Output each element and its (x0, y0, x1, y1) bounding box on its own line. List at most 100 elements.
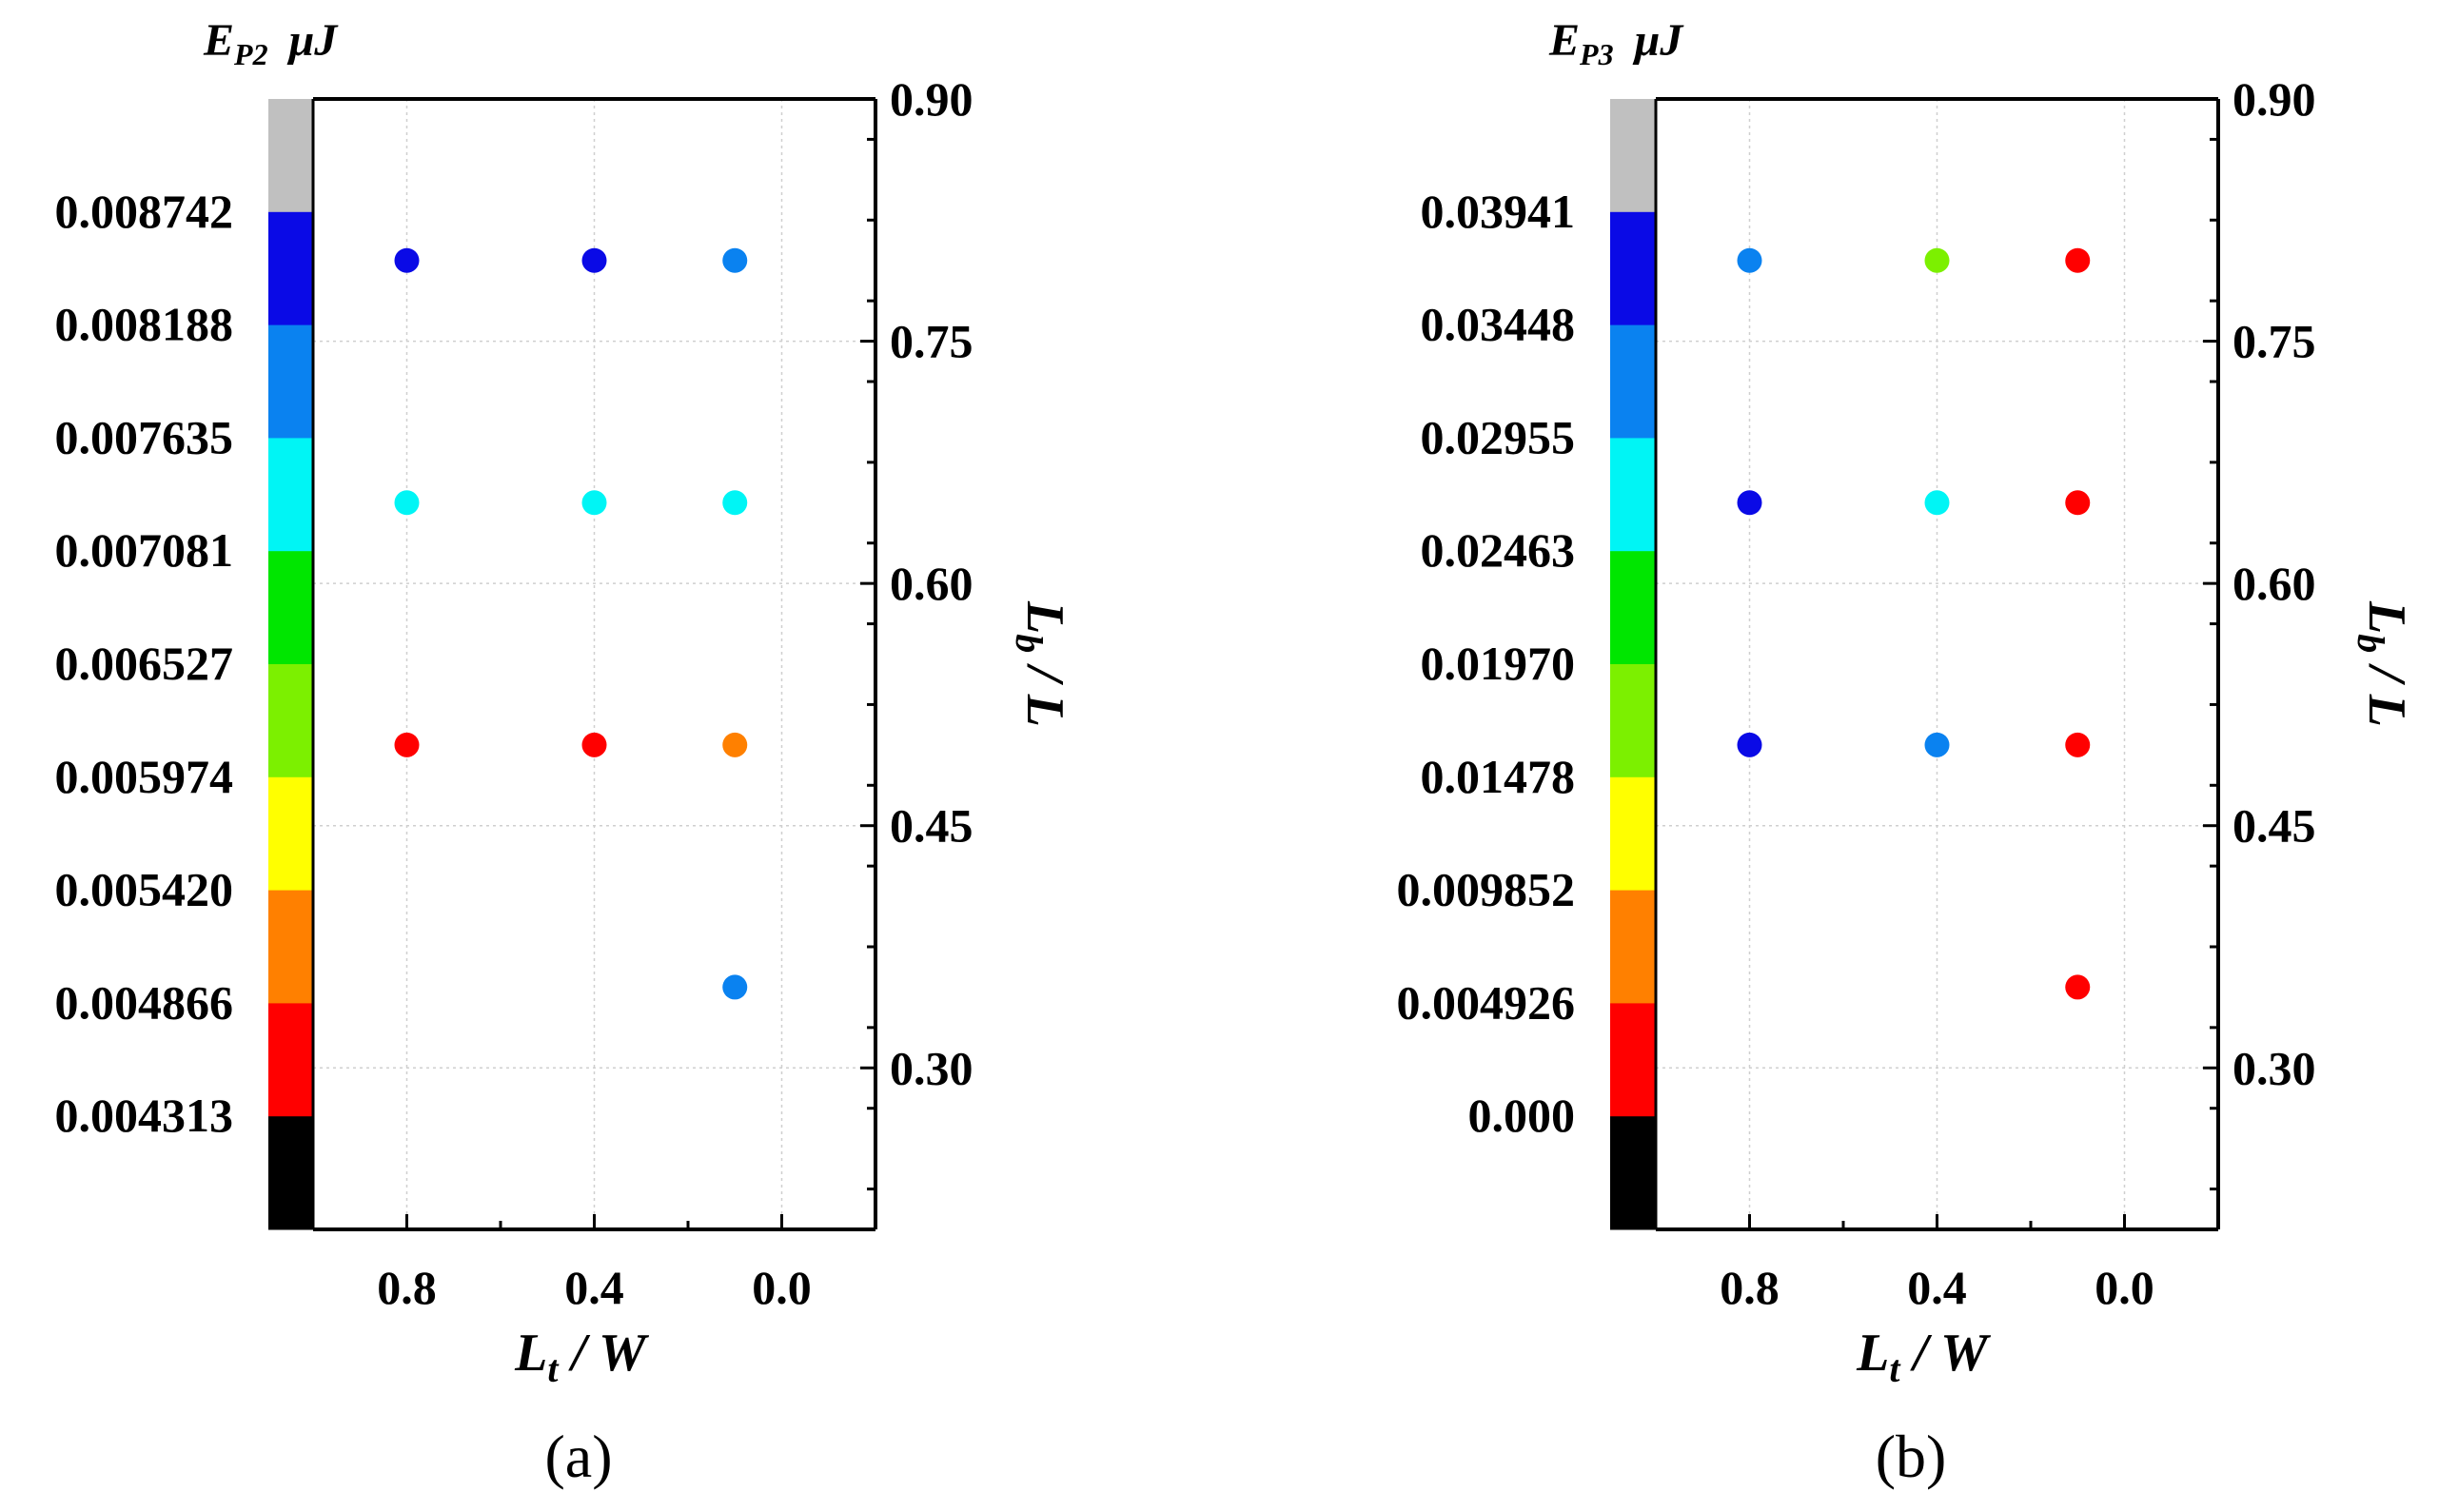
colorbar-label: 0.007081 (55, 523, 234, 577)
colorbar-segment (268, 324, 313, 439)
colorbar-label: 0.007635 (55, 410, 234, 463)
colorbar-title-base: E (203, 15, 234, 66)
y-tick-label: 0.75 (890, 315, 974, 368)
panel-label: (a) (544, 1423, 612, 1490)
y-axis-title-rest: / L (2357, 653, 2416, 727)
colorbar-label: 0.02463 (1421, 523, 1576, 577)
colorbar-segment (268, 776, 313, 892)
data-point (1737, 247, 1762, 273)
colorbar-label: 0.03941 (1421, 185, 1576, 238)
x-tick-label: 0.4 (564, 1261, 624, 1314)
colorbar-segment (1610, 324, 1656, 439)
data-point (1924, 247, 1950, 273)
colorbar-label: 0.004866 (55, 975, 234, 1029)
x-tick-label: 0.0 (752, 1261, 812, 1314)
colorbar-segment (1610, 1003, 1656, 1117)
data-point (581, 247, 607, 273)
colorbar-segment (1610, 776, 1656, 892)
x-axis-title: Lt / W (514, 1324, 650, 1390)
colorbar-segment (1610, 890, 1656, 1004)
colorbar-segment (1610, 551, 1656, 665)
colorbar-title: EP2 μJ (203, 15, 339, 71)
y-tick-label: 0.90 (890, 72, 974, 126)
colorbar-title-unit: μJ (286, 15, 340, 66)
colorbar-title: EP3 μJ (1548, 15, 1684, 71)
y-axis-title: Lb / L (1008, 600, 1074, 727)
data-point (2065, 490, 2091, 516)
data-point (581, 490, 607, 516)
data-point (722, 247, 748, 273)
colorbar-label: 0.004313 (55, 1089, 234, 1142)
colorbar-segment (268, 1116, 313, 1230)
x-axis-title-base: L (514, 1324, 547, 1383)
colorbar-segment (268, 1003, 313, 1117)
x-tick-label: 0.4 (1907, 1261, 1967, 1314)
y-tick-label: 0.60 (890, 557, 974, 610)
x-axis-title-rest: / W (559, 1324, 651, 1383)
x-axis-title-rest: / W (1900, 1324, 1993, 1383)
colorbar-title-sub: P2 (233, 37, 268, 71)
data-point (1737, 732, 1762, 757)
colorbar-label: 0.000 (1468, 1089, 1576, 1142)
y-tick-label: 0.30 (2232, 1041, 2316, 1094)
colorbar-title-unit: μJ (1632, 15, 1685, 66)
data-point (394, 247, 420, 273)
colorbar-label: 0.01970 (1421, 637, 1576, 690)
colorbar-label: 0.006527 (55, 637, 234, 690)
colorbar-label: 0.008188 (55, 298, 234, 351)
colorbar-label: 0.005420 (55, 863, 234, 916)
colorbar-title-base: E (1548, 15, 1580, 66)
x-axis-title-sub: t (547, 1347, 560, 1390)
y-axis-title-sub: b (2350, 634, 2392, 653)
y-tick-label: 0.45 (2232, 799, 2316, 853)
data-point (2065, 247, 2091, 273)
y-tick-label: 0.30 (890, 1041, 974, 1094)
colorbar-segment (1610, 664, 1656, 778)
x-tick-label: 0.8 (1720, 1261, 1780, 1314)
y-axis-title-sub: b (1008, 634, 1051, 653)
colorbar-segment (268, 211, 313, 326)
colorbar-title-sub: P3 (1579, 37, 1614, 71)
y-axis-title-base: L (2357, 600, 2416, 634)
colorbar-label: 0.01478 (1421, 750, 1576, 803)
colorbar-segment (1610, 438, 1656, 552)
x-axis-title-base: L (1856, 1324, 1889, 1383)
panel-label: (b) (1876, 1423, 1947, 1490)
y-axis-title: Lb / L (2350, 600, 2416, 727)
data-point (1924, 732, 1950, 757)
colorbar-label: 0.03448 (1421, 298, 1576, 351)
colorbar-segment (268, 551, 313, 665)
chart-panel-2: 0.03941 0.03448 0.02955 0.02463 0.01970 0.014… (1397, 15, 2417, 1490)
colorbar-label: 0.004926 (1397, 975, 1576, 1029)
data-point (722, 974, 748, 1000)
chart-panel-1: 0.008742 0.008188 0.007635 0.007081 0.006527… (55, 15, 1075, 1490)
data-point (2065, 974, 2091, 1000)
data-point (394, 490, 420, 516)
x-tick-label: 0.0 (2095, 1261, 2154, 1314)
y-tick-label: 0.90 (2232, 72, 2316, 126)
colorbar-label: 0.009852 (1397, 863, 1576, 916)
colorbar-segment (268, 890, 313, 1004)
x-axis-title: Lt / W (1856, 1324, 1992, 1390)
data-point (581, 732, 607, 757)
colorbar-label: 0.008742 (55, 185, 234, 238)
x-axis-title-sub: t (1889, 1347, 1901, 1390)
y-tick-label: 0.75 (2232, 315, 2316, 368)
y-tick-label: 0.60 (2232, 557, 2316, 610)
colorbar-segment (268, 438, 313, 552)
data-point (394, 732, 420, 757)
data-point (1924, 490, 1950, 516)
y-axis-title-rest: / L (1015, 653, 1074, 727)
colorbar-label: 0.005974 (55, 750, 234, 803)
data-point (2065, 732, 2091, 757)
colorbar-segment (268, 99, 313, 213)
data-point (722, 490, 748, 516)
x-tick-label: 0.8 (377, 1261, 437, 1314)
data-point (1737, 490, 1762, 516)
colorbar-segment (1610, 1116, 1656, 1230)
data-point (722, 732, 748, 757)
colorbar-segment (268, 664, 313, 778)
colorbar-label: 0.02955 (1421, 410, 1576, 463)
